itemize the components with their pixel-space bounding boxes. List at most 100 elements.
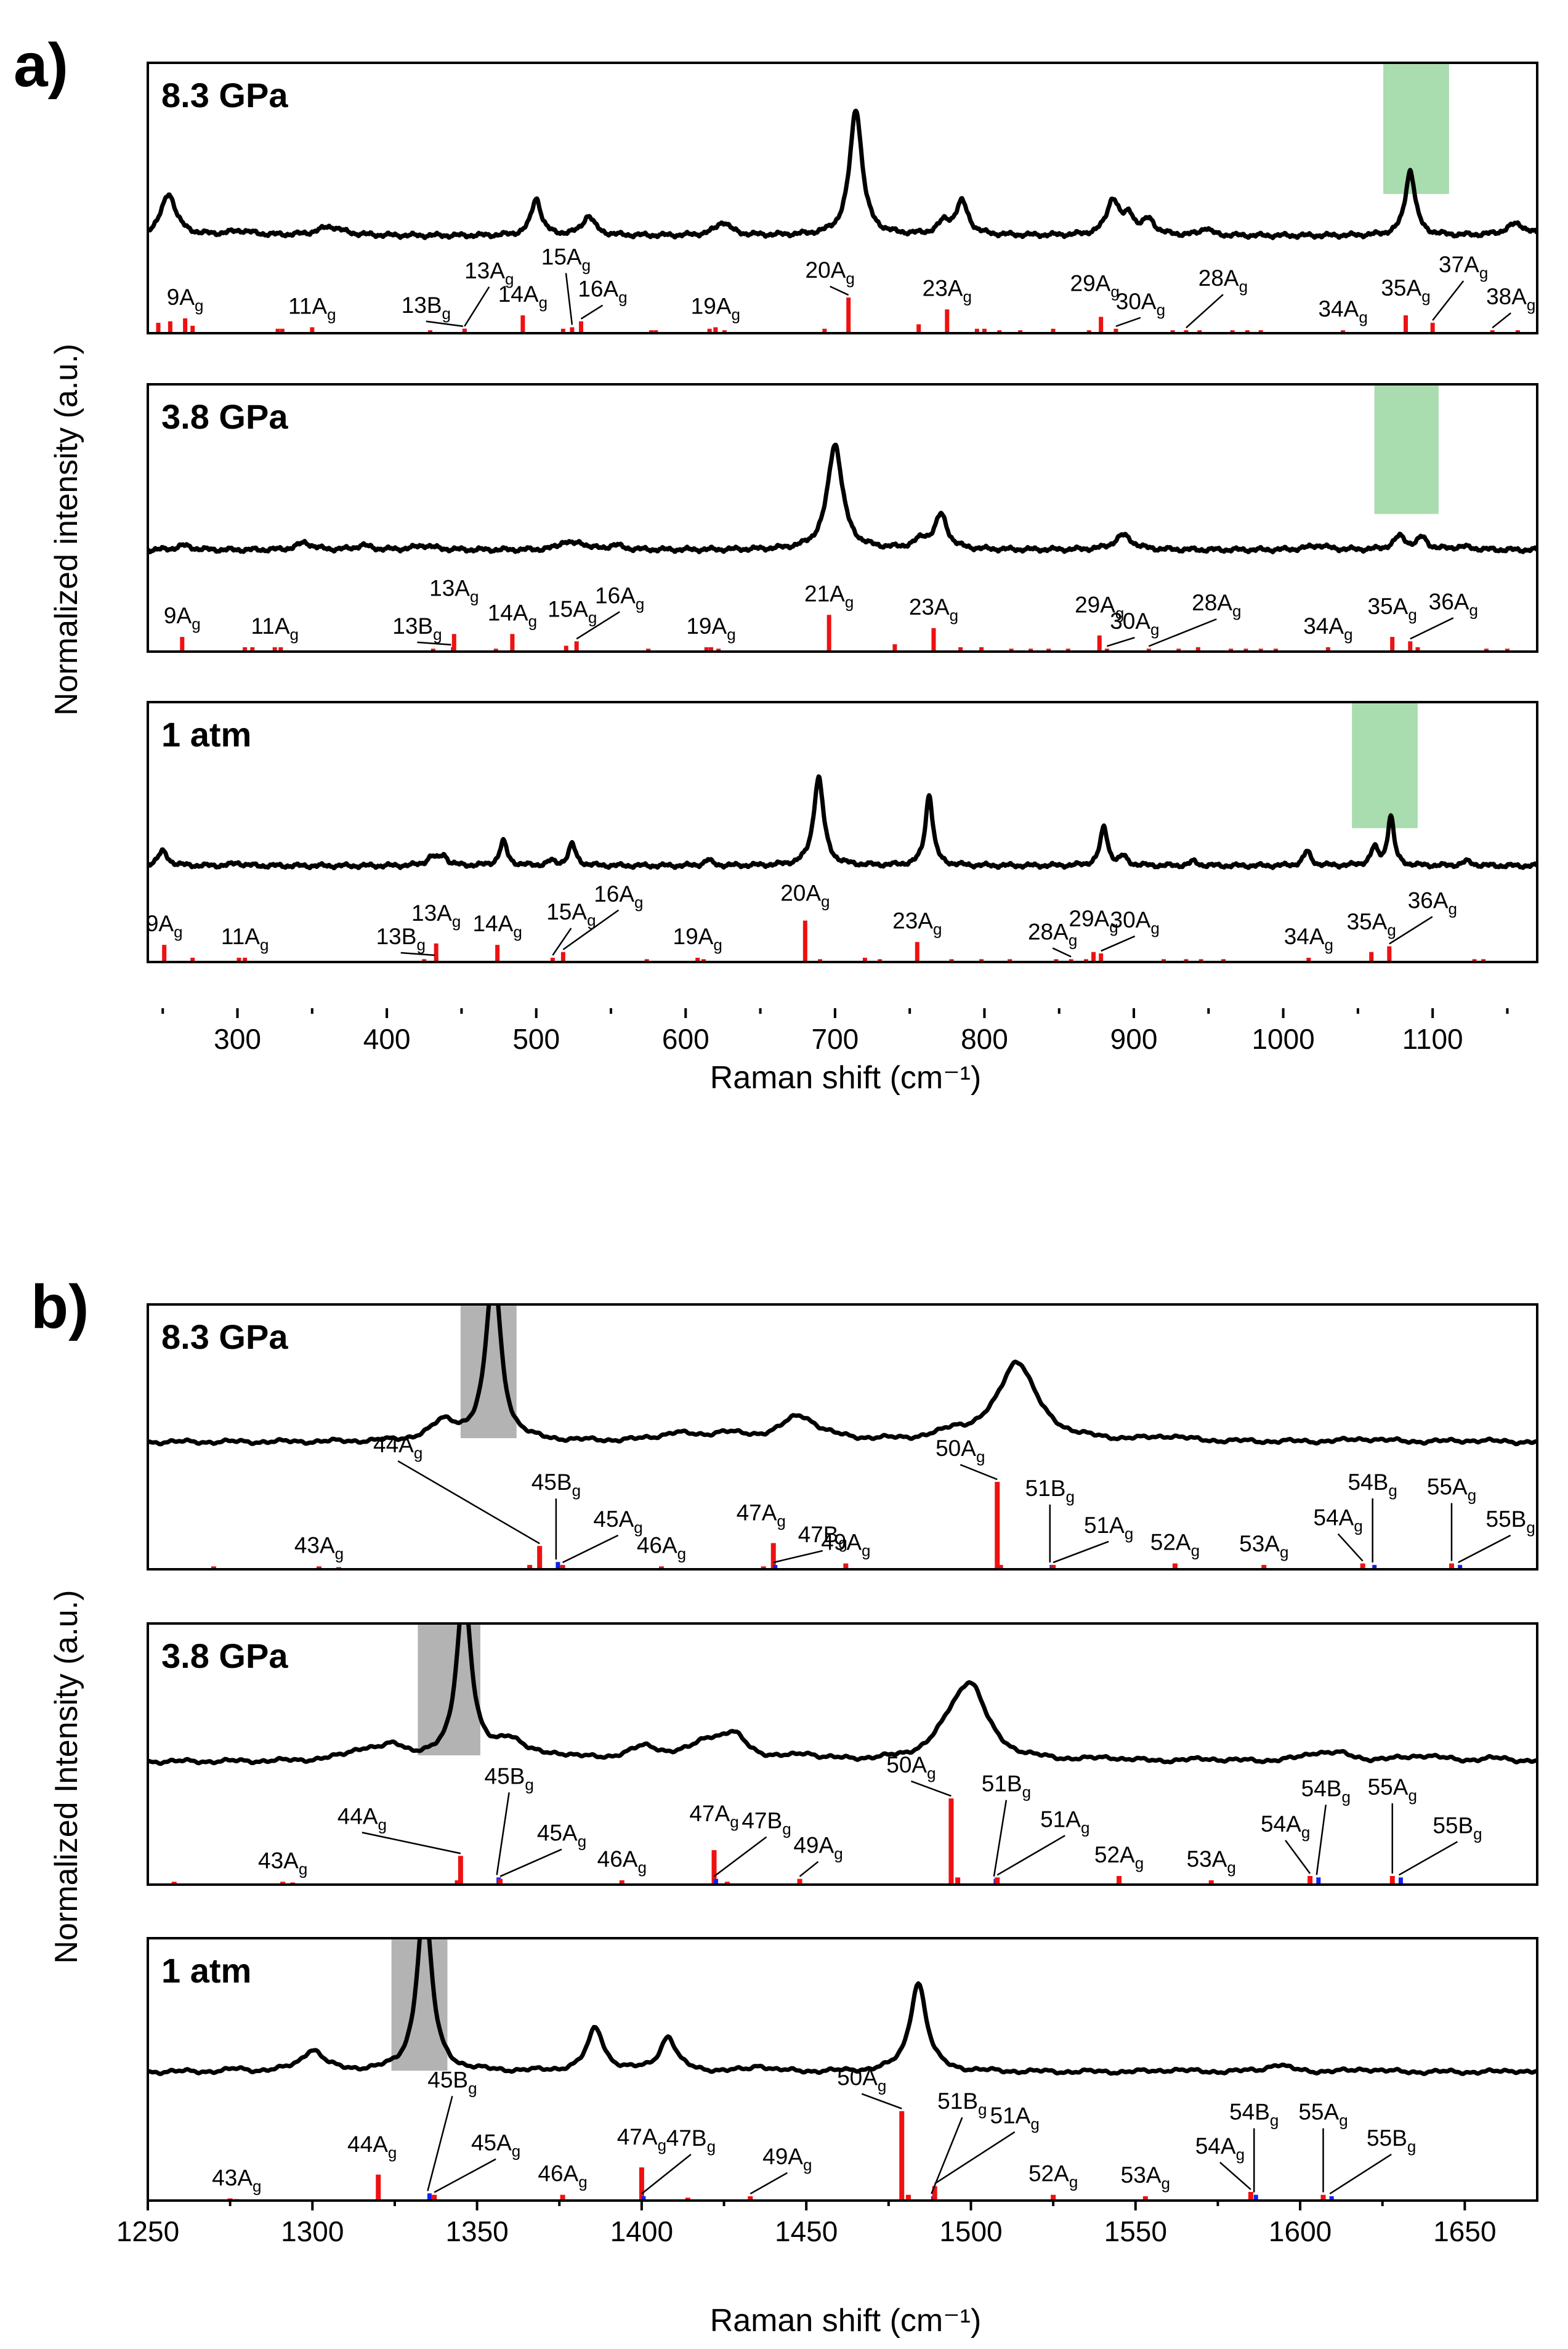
panel-b-stack-8-3-gpa-label-52a-g: 52Ag [1150, 1530, 1200, 1560]
panel-a-stack-3-8-gpa-bar-23a-g [931, 628, 936, 652]
panel-b-stack-3-8-gpa-minor-bar-3 [724, 1882, 730, 1885]
panel-b-stack-1-atm-leader-50a-g [861, 2093, 902, 2109]
panel-b-stack-3-8-gpa-label-50a-g: 50Ag [886, 1752, 936, 1782]
panel-a-stack-3-8-gpa-bar-36a-g [1408, 641, 1413, 652]
panel-a-stack-3-8-gpa-minor-bar-5 [646, 649, 651, 652]
panel-a-stack-8-3-gpa-label-13b-g: 13Bg [402, 293, 451, 323]
panel-a-stack-8-3-gpa-minor-bar-1 [168, 321, 172, 333]
panel-a-stack-3-8-gpa-minor-bar-3 [430, 649, 435, 652]
panel-b-xtick-label-1650: 1650 [1433, 2215, 1496, 2247]
panel-b-stack-1-atm-frame [147, 1937, 1538, 2202]
panel-a-stack-3-8-gpa-leader-28a-g [1148, 618, 1217, 647]
panel-a-stack-1-atm-label-13a-g: 13Ag [411, 900, 461, 931]
panel-b-stack-8-3-gpa-bar-54a-g [1360, 1563, 1365, 1569]
panel-b-stack-1-atm-leader-47b-g [641, 2153, 692, 2194]
panel-b-stack-1-atm-label-51b-g: 51Bg [937, 2088, 987, 2119]
panel-a-stack-8-3-gpa-label-38a-g: 38Ag [1486, 284, 1535, 314]
panel-b-stack-8-3-gpa-label-55b-g: 55Bg [1486, 1506, 1535, 1537]
panel-b-stack-8-3-gpa-label-54a-g: 54Ag [1314, 1505, 1363, 1535]
panel-a-stack-8-3-gpa-spectrum-line [148, 108, 1537, 240]
panel-a-stack-8-3-gpa-bar-35a-g [1404, 315, 1408, 333]
panel-a-stack-1-atm-minor-bar-5 [818, 959, 823, 962]
panel-a-stack-8-3-gpa-minor-bar-13 [974, 328, 979, 333]
panel-b-stack-1-atm-minor-bar-1 [685, 2197, 690, 2201]
panel-a-stack-1-atm-minor-bar-13 [1162, 959, 1166, 962]
panel-a-stack-8-3-gpa-bar-11a-g [310, 327, 315, 333]
panel-a-stack-3-8-gpa-spectrum-line [148, 442, 1537, 554]
panel-a-stack-3-8-gpa-minor-bar-10 [979, 647, 984, 652]
panel-b-stack-1-atm-label-52a-g: 52Ag [1028, 2161, 1078, 2191]
panel-a-stack-3-8-gpa-label-34a-g: 34Ag [1303, 613, 1352, 644]
panel-a-xtick-label-600: 600 [662, 1023, 709, 1055]
panel-a-stack-3-8-gpa-minor-bar-21 [1415, 647, 1420, 652]
panel-a-stack-8-3-gpa-label-19a-g: 19Ag [691, 293, 740, 323]
panel-b-stack-3-8-gpa-bar-52a-g [1117, 1876, 1122, 1885]
panel-b-stack-1-atm-spectrum-line [148, 1938, 1537, 2076]
panel-b-stack-8-3-gpa-label-46a-g: 46Ag [637, 1532, 686, 1563]
panel-a-stack-8-3-gpa-minor-bar-14 [982, 328, 987, 333]
panel-b-stack-1-atm-bar-47a-g [639, 2167, 644, 2201]
panel-b-stack-8-3-gpa-label-54b-g: 54Bg [1348, 1470, 1397, 1500]
panel-a-xtick-label-800: 800 [961, 1023, 1008, 1055]
panel-a-stack-1-atm-minor-bar-8 [949, 959, 954, 962]
panel-a-stack-1-atm-bar-11a-g [243, 958, 248, 962]
panel-a-stack-3-8-gpa-label-29a-g: 29Ag [1075, 592, 1124, 623]
panel-a-stack-8-3-gpa-leader-13b-g [426, 320, 464, 327]
panel-a-stack-3-8-gpa-minor-bar-11 [1009, 649, 1014, 652]
panel-a-stack-8-3-gpa-label-35a-g: 35Ag [1381, 275, 1430, 305]
panel-b-xtick-label-1350: 1350 [445, 2215, 508, 2247]
panel-a-stack-8-3-gpa-leader-28a-g [1186, 294, 1224, 329]
panel-b-stack-1-atm-bar-51a-g [932, 2186, 937, 2201]
panel-b-stack-3-8-gpa-bar-45a-g [498, 1878, 503, 1885]
panel-a-stack-3-8-gpa-bar-21a-g [826, 615, 831, 652]
panel-a-stack-3-8-gpa-label-36a-g: 36Ag [1429, 589, 1478, 619]
panel-a-stack-3-8-gpa-label-30a-g: 30Ag [1110, 608, 1159, 639]
panel-a-stack-8-3-gpa-leader-15a-g [565, 273, 573, 325]
panel-a-stack-3-8-gpa-bar-16a-g [574, 641, 579, 652]
panel-a-stack-3-8-gpa-minor-bar-15 [1176, 649, 1181, 652]
panel-b-stack-3-8-gpa-label-54b-g: 54Bg [1301, 1776, 1351, 1806]
panel-b-stack-1-atm-label-45b-g: 45Bg [427, 2067, 477, 2097]
panel-b-stack-8-3-gpa-bar-55a-g [1449, 1563, 1455, 1569]
panel-b-stack-8-3-gpa-bar-46a-g [658, 1566, 664, 1569]
panel-a-stack-1-atm-minor-bar-9 [979, 959, 984, 962]
panel-a-stack-1-atm-minor-bar-7 [878, 959, 883, 962]
panel-b-stack-1-atm-label-43a-g: 43Ag [212, 2165, 261, 2196]
panel-a-stack-1-atm-bar-13a-g [434, 943, 438, 962]
panel-b-stack-3-8-gpa-label-51a-g: 51Ag [1040, 1806, 1089, 1837]
panel-b-stack-3-8-gpa-label-44a-g: 44Ag [337, 1803, 387, 1834]
panel-a-stack-8-3-gpa-label-28a-g: 28Ag [1198, 265, 1248, 296]
panel-a-stack-1-atm-minor-bar-15 [1198, 959, 1203, 962]
panel-a-x-axis-label: Raman shift (cm⁻¹) [710, 1060, 982, 1096]
panel-a-stack-1-atm-leader-28a-g [1052, 947, 1072, 958]
panel-b-stack-3-8-gpa-label-55a-g: 55Ag [1368, 1774, 1417, 1805]
panel-a-stack-8-3-gpa-minor-bar-12 [916, 324, 921, 333]
panel-a-stack-1-atm-minor-bar-11 [1054, 959, 1059, 962]
panel-a-stack-1-atm-label-13b-g: 13Bg [376, 924, 426, 954]
panel-a-stack-3-8-gpa-bar-29a-g [1097, 635, 1102, 652]
panel-b-stack-1-atm-bar-53a-g [1142, 2196, 1148, 2201]
panel-a-stack-1-atm-bar-20a-g [802, 920, 807, 962]
panel-b-stack-8-3-gpa-label-50a-g: 50Ag [936, 1436, 985, 1466]
panel-a-stack-1-atm-bar-15a-g [550, 958, 555, 962]
panel-a-stack-1-atm-label-14a-g: 14Ag [472, 911, 522, 941]
panel-a-stack-3-8-gpa-minor-bar-17 [1229, 649, 1234, 652]
panel-a-stack-8-3-gpa-minor-bar-11 [822, 328, 827, 333]
panel-b-stack-8-3-gpa-bar-51a-g [1051, 1564, 1056, 1569]
panel-b: b) 43Ag44Ag45Bg45Ag46Ag47Ag47Bg49Ag50Ag5… [31, 1272, 1538, 2339]
panel-a-stack-3-8-gpa-bar-19a-g [709, 647, 714, 652]
panel-b-y-axis-label: Normalized Intensity (a.u.) [49, 1590, 84, 1964]
panel-b-stack-8-3-gpa-label-51b-g: 51Bg [1025, 1476, 1075, 1506]
panel-a-stack-8-3-gpa-bar-20a-g [846, 297, 851, 333]
panel-b-stack-8-3-gpa-minor-bar-0 [211, 1566, 216, 1569]
panel-a-stack-3-8-gpa-minor-bar-8 [892, 644, 897, 652]
panel-a-stack-3-8-gpa-minor-bar-13 [1046, 649, 1051, 652]
panel-a-stack-3-8-gpa-bar-14a-g [510, 634, 515, 652]
panel-b-stack-8-3-gpa-spectrum-line [148, 1304, 1537, 1447]
panel-a-stack-3-8-gpa-frame [147, 383, 1538, 653]
panel-a-stack-3-8-gpa-bar-9a-g [180, 637, 185, 652]
panel-b-stack-1-atm-label-54b-g: 54Bg [1229, 2100, 1279, 2130]
panel-b-stack-1-atm-bar-46a-g [560, 2194, 565, 2201]
panel-b-xtick-label-1400: 1400 [610, 2215, 673, 2247]
panel-a-stack-8-3-gpa-bar-14a-g [520, 315, 525, 333]
